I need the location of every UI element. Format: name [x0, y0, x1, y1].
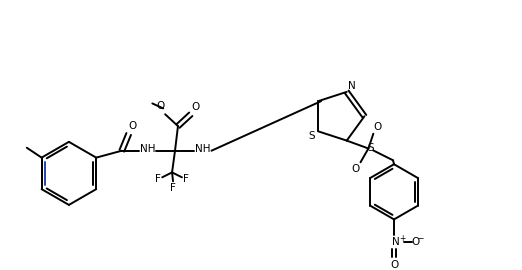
Text: O: O [351, 164, 360, 174]
Text: O: O [192, 102, 200, 112]
Text: O: O [390, 260, 398, 270]
Text: N: N [348, 81, 355, 91]
Text: O: O [128, 121, 137, 131]
Text: S: S [367, 143, 374, 153]
Text: NH: NH [195, 144, 210, 154]
Text: F: F [156, 174, 161, 184]
Text: F: F [170, 183, 176, 193]
Text: O: O [156, 102, 164, 112]
Text: N: N [392, 237, 400, 247]
Text: O: O [373, 122, 382, 132]
Text: −: − [418, 234, 424, 243]
Text: +: + [399, 234, 405, 243]
Text: S: S [308, 131, 315, 141]
Text: F: F [183, 174, 189, 184]
Text: NH: NH [140, 144, 155, 154]
Text: O: O [411, 237, 420, 247]
